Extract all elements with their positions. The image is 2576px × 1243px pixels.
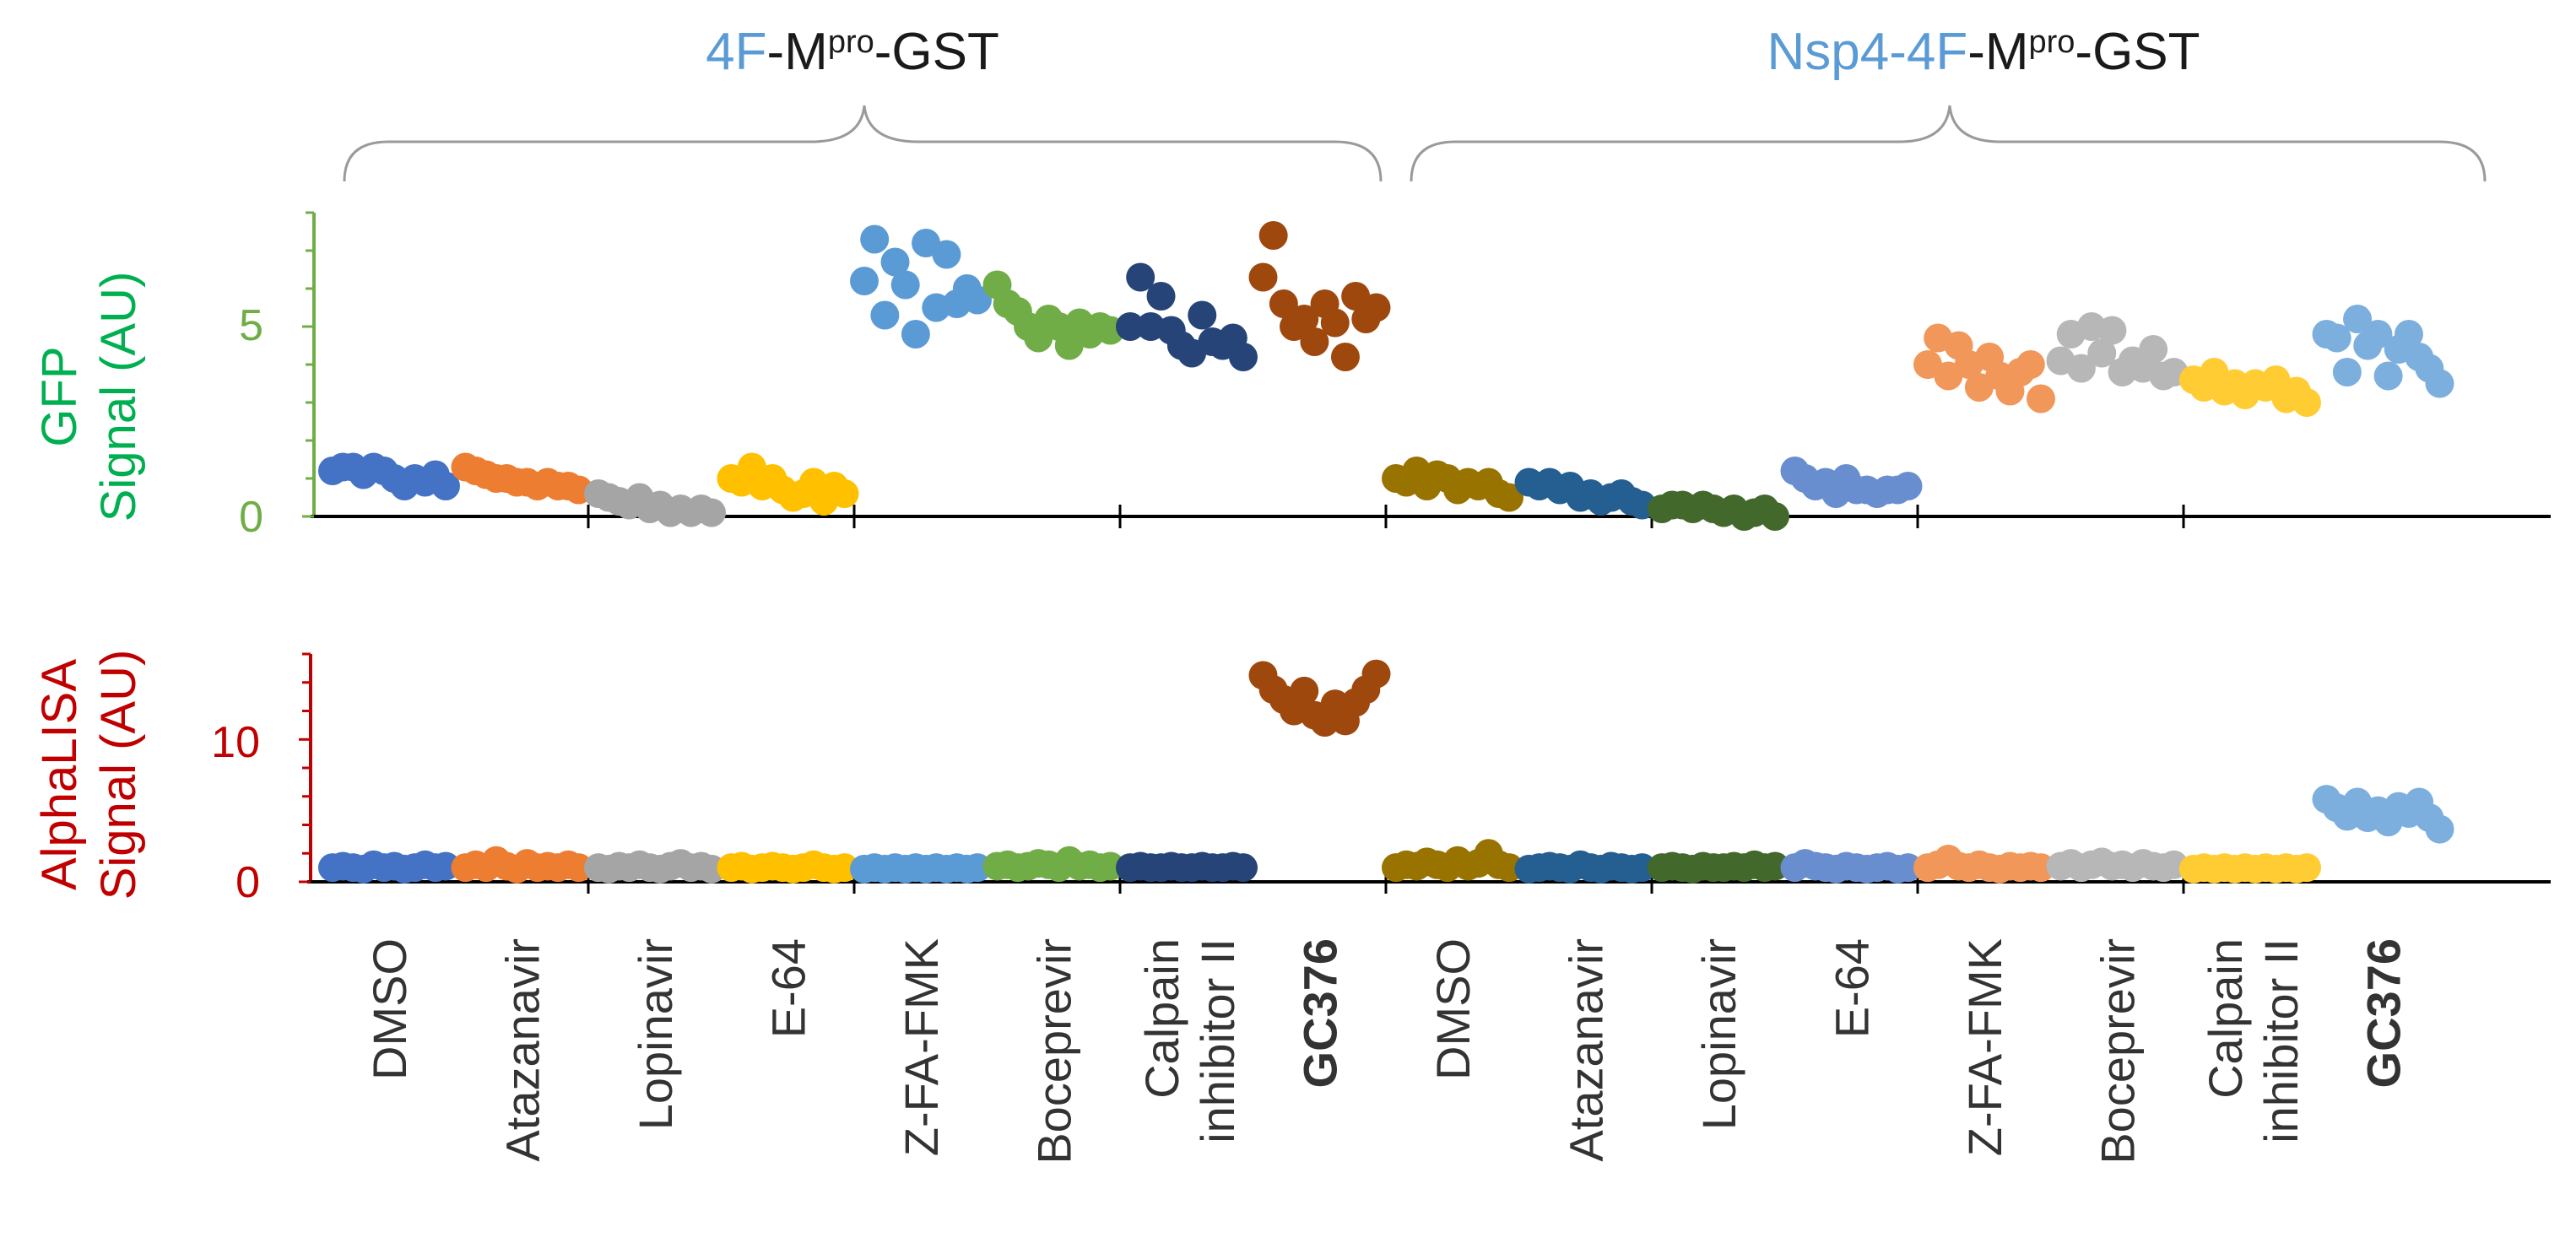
category-label: Z-FA-FMK <box>895 938 948 1156</box>
alpha-data-point <box>1290 676 1319 705</box>
gfp-data-point <box>2139 335 2168 364</box>
gfp-data-point <box>890 270 920 300</box>
category-label: E-64 <box>761 938 814 1038</box>
group-title-left: 4F-Mpro-GST <box>706 23 999 81</box>
gfp-data-point <box>1126 262 1155 292</box>
gfp-data-point <box>1330 343 1360 371</box>
gfp-data-point <box>2027 384 2055 413</box>
alpha-data-point <box>1893 853 1923 883</box>
gfp-data-point <box>850 267 879 295</box>
gfp-data-point <box>1761 502 1789 531</box>
gfp-data-point <box>2066 354 2096 383</box>
group-brace-left <box>343 105 1383 182</box>
gfp-data-point <box>1300 327 1329 356</box>
category-labels: DMSO Atazanavir Lopinavir E-64 Z-FA-FMK Bocep… <box>363 938 2411 1165</box>
gfp-data-point <box>2363 320 2393 349</box>
gfp-y-ticks <box>302 211 314 518</box>
alpha-data-point <box>2292 853 2321 883</box>
category-label: DMSO <box>1426 938 1480 1080</box>
category-label: Lopinavir <box>1692 938 1745 1130</box>
gfp-data-point <box>2292 388 2321 417</box>
gfp-data-point <box>2332 358 2362 386</box>
group-brace-right <box>1410 105 2487 182</box>
category-label: GC376 <box>1293 938 1346 1088</box>
gfp-data-point <box>870 300 900 330</box>
category-label: inhibitor II <box>1191 938 1244 1143</box>
alpha-data-point <box>564 853 593 883</box>
gfp-data-point <box>1320 308 1350 338</box>
alpha-y-ticks <box>299 652 311 884</box>
gfp-data-point <box>1146 282 1176 311</box>
gfp-tick-label-5: 5 <box>239 301 263 350</box>
gfp-data-point <box>1229 343 1258 371</box>
alpha-data-points <box>318 659 2454 884</box>
gfp-data-point <box>932 240 961 269</box>
alpha-data-point <box>1229 853 1258 883</box>
category-label: Atazanavir <box>1559 938 1612 1162</box>
category-label: inhibitor II <box>2254 938 2308 1143</box>
category-label: Atazanavir <box>495 938 549 1162</box>
category-label: Calpain <box>1135 938 1188 1099</box>
gfp-x-ticks <box>587 505 2185 528</box>
gfp-data-point <box>2097 316 2127 345</box>
gfp-data-point <box>1893 472 1923 500</box>
alpha-tick-label-0: 0 <box>235 858 260 907</box>
category-label: Calpain <box>2199 938 2252 1099</box>
gfp-data-point <box>2373 361 2403 391</box>
gfp-data-point <box>901 320 930 349</box>
category-label: Boceprevir <box>2091 938 2144 1165</box>
alpha-tick-label-10: 10 <box>211 718 260 767</box>
gfp-data-point <box>697 498 726 527</box>
category-label: Z-FA-FMK <box>1958 938 2011 1156</box>
alpha-data-point <box>2425 814 2454 844</box>
category-label: GC376 <box>2357 938 2410 1088</box>
group-title-right: Nsp4-4F-Mpro-GST <box>1767 23 2200 81</box>
gfp-data-point <box>2322 323 2351 353</box>
gfp-data-point <box>2394 320 2423 349</box>
gfp-data-point <box>1290 305 1319 333</box>
gfp-tick-label-0: 0 <box>239 493 263 542</box>
gfp-data-point <box>2087 338 2117 368</box>
category-label: E-64 <box>1825 938 1878 1038</box>
alpha-y-label-line2: Signal (AU) <box>91 650 146 900</box>
gfp-panel: 0 5 GFP Signal (AU) <box>32 211 2551 542</box>
category-label: DMSO <box>363 938 416 1080</box>
gfp-data-point <box>431 472 460 500</box>
gfp-data-point <box>963 285 992 315</box>
gfp-data-point <box>1258 221 1288 250</box>
gfp-data-point <box>2425 369 2454 398</box>
gfp-y-label-line2: Signal (AU) <box>91 272 146 522</box>
alpha-data-point <box>1627 853 1657 883</box>
gfp-data-point <box>2343 305 2373 333</box>
alpha-panel: 0 10 AlphaLISA Signal (AU) <box>32 650 2551 907</box>
category-label: Boceprevir <box>1027 938 1080 1165</box>
alpha-y-label-line1: AlphaLISA <box>32 659 87 890</box>
gfp-y-label-line1: GFP <box>32 346 87 446</box>
gfp-data-point <box>1248 262 1278 292</box>
gfp-data-point <box>1116 312 1145 341</box>
gfp-data-point <box>1361 293 1391 322</box>
category-label: Lopinavir <box>629 938 682 1130</box>
gfp-data-point <box>1269 289 1298 318</box>
gfp-data-point <box>1495 483 1523 512</box>
gfp-data-point <box>2016 350 2045 379</box>
gfp-data-point <box>860 224 890 254</box>
gfp-data-point <box>880 247 910 277</box>
gfp-data-point <box>830 479 859 508</box>
gfp-data-points <box>318 221 2454 531</box>
gfp-data-point <box>1188 300 1217 330</box>
alpha-data-point <box>1361 659 1391 689</box>
